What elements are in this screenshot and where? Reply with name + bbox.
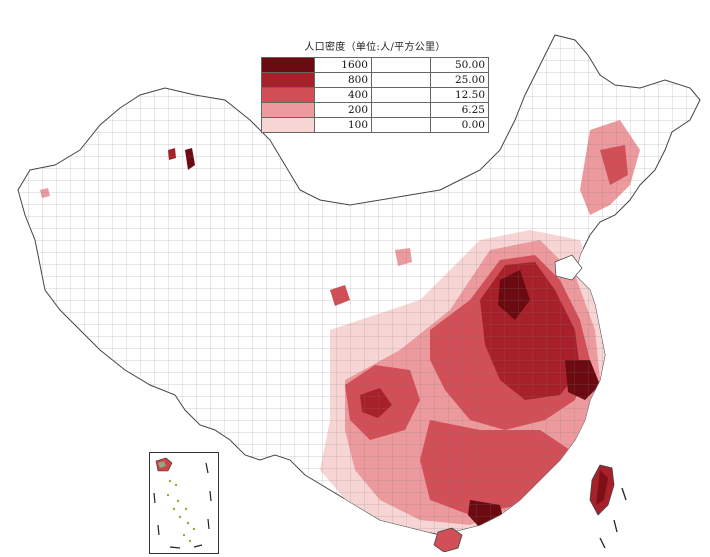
legend-swatch	[261, 87, 315, 103]
legend-value: 100	[314, 117, 372, 133]
legend-spacer	[371, 87, 431, 103]
legend-swatch	[261, 57, 315, 73]
legend-value: 1600	[314, 57, 372, 73]
legend-spacer	[371, 117, 431, 133]
legend-row: 800 25.00	[261, 72, 489, 88]
inset-map	[153, 457, 212, 549]
sea-boundary-marks	[599, 487, 627, 549]
legend-spacer	[371, 102, 431, 118]
legend-value-2: 6.25	[430, 102, 489, 118]
density-legend: 人口密度（单位:人/平方公里） 1600 50.00 800 25.00 400 12.5…	[261, 38, 489, 133]
legend-table: 1600 50.00 800 25.00 400 12.50 200 6.25 100 0.00	[261, 57, 489, 133]
legend-value-2: 12.50	[430, 87, 489, 103]
legend-row: 200 6.25	[261, 102, 489, 118]
south-china-sea-inset	[149, 452, 219, 554]
legend-spacer	[371, 72, 431, 88]
legend-swatch	[261, 117, 315, 133]
legend-row: 1600 50.00	[261, 57, 489, 73]
legend-value: 200	[314, 102, 372, 118]
bohai-sea	[554, 254, 583, 281]
legend-value-2: 50.00	[430, 57, 489, 73]
legend-value: 400	[314, 87, 372, 103]
legend-spacer	[371, 57, 431, 73]
hainan-island	[433, 527, 463, 552]
legend-swatch	[261, 102, 315, 118]
legend-value: 800	[314, 72, 372, 88]
legend-swatch	[261, 72, 315, 88]
legend-title: 人口密度（单位:人/平方公里）	[304, 42, 446, 53]
legend-value-2: 0.00	[430, 117, 489, 133]
legend-row: 400 12.50	[261, 87, 489, 103]
legend-row: 100 0.00	[261, 117, 489, 133]
legend-value-2: 25.00	[430, 72, 489, 88]
